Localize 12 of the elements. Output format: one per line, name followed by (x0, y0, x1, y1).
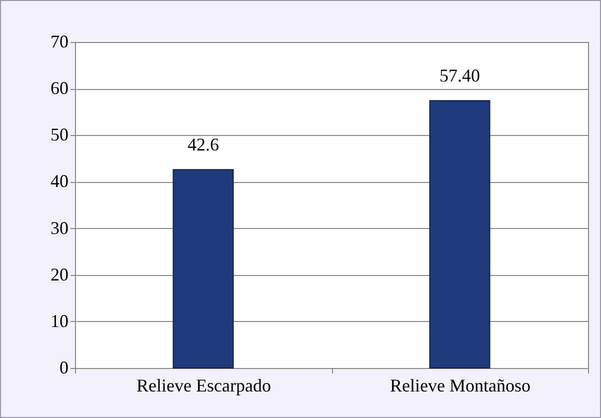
y-tick-label: 60 (50, 78, 68, 98)
y-tick-label: 50 (50, 124, 68, 145)
y-tick-label: 70 (50, 32, 68, 52)
y-tick-label: 20 (50, 264, 68, 284)
y-tick-label: 30 (50, 218, 68, 238)
x-tick-label: Relieve Montañoso (390, 376, 530, 396)
y-tick-label: 10 (50, 310, 68, 331)
data-label: 42.6 (188, 134, 219, 155)
y-tick-label: 40 (50, 171, 68, 192)
y-tick-label: 0 (60, 358, 68, 378)
x-tick-label: Relieve Escarpado (136, 376, 271, 396)
data-label: 57.40 (440, 66, 480, 86)
